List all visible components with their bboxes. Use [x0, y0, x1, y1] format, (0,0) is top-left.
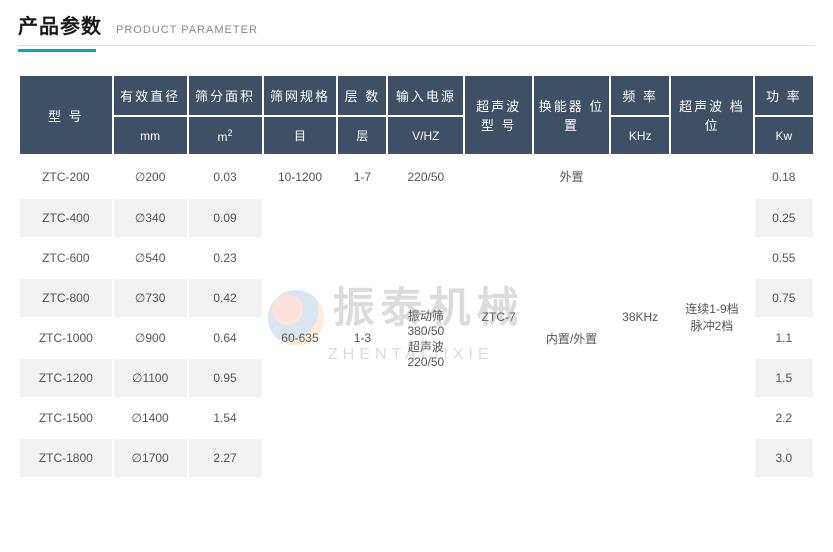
table-cell: ZTC-1000	[20, 319, 112, 357]
th-freq-unit: KHz	[611, 117, 669, 154]
table-cell: ∅1400	[114, 399, 187, 437]
table-cell: 0.23	[189, 239, 262, 277]
th-ultrasonic-gear: 超声波 档位	[671, 76, 752, 154]
parameter-table: 型 号 有效直径 筛分面积 筛网规格 层 数 输入电源 超声波 型 号 换能器 …	[18, 74, 815, 479]
table-cell: ZTC-1200	[20, 359, 112, 397]
th-mesh: 筛网规格	[264, 76, 337, 115]
table-cell: 2.27	[189, 439, 262, 477]
table-cell: ∅730	[114, 279, 187, 317]
th-area-unit: m2	[189, 117, 262, 154]
table-header-row-1: 型 号 有效直径 筛分面积 筛网规格 层 数 输入电源 超声波 型 号 换能器 …	[20, 76, 813, 115]
th-power-unit: Kw	[755, 117, 813, 154]
title-accent-bar	[18, 49, 96, 52]
th-freq: 频 率	[611, 76, 669, 115]
table-cell: 38KHz	[611, 156, 669, 477]
th-ultrasonic-model: 超声波 型 号	[465, 76, 532, 154]
table-cell: 1-3	[338, 199, 386, 477]
table-cell: ∅1700	[114, 439, 187, 477]
table-cell: 1.54	[189, 399, 262, 437]
table-cell: 连续1-9档脉冲2档	[671, 156, 752, 477]
table-cell: ∅1100	[114, 359, 187, 397]
table-cell: 0.64	[189, 319, 262, 357]
th-area: 筛分面积	[189, 76, 262, 115]
table-cell: 1.1	[755, 319, 813, 357]
table-cell: ∅200	[114, 156, 187, 197]
th-power-in: 输入电源	[388, 76, 463, 115]
table-cell: 220/50	[388, 156, 463, 197]
table-cell: 0.18	[755, 156, 813, 197]
table-cell: 2.2	[755, 399, 813, 437]
table-cell: 0.75	[755, 279, 813, 317]
table-cell: 3.0	[755, 439, 813, 477]
table-cell: 1-7	[338, 156, 386, 197]
table-cell: 0.25	[755, 199, 813, 237]
table-cell: ZTC-200	[20, 156, 112, 197]
table-cell: 0.55	[755, 239, 813, 277]
table-cell: ZTC-1500	[20, 399, 112, 437]
table-cell: 0.95	[189, 359, 262, 397]
th-transducer-pos: 换能器 位置	[534, 76, 609, 154]
table-cell: 0.09	[189, 199, 262, 237]
section-title-cn: 产品参数	[18, 10, 102, 39]
table-cell: ∅540	[114, 239, 187, 277]
table-cell: ZTC-7	[465, 156, 532, 477]
table-cell: ∅900	[114, 319, 187, 357]
table-cell: 振动筛380/50超声波220/50	[388, 199, 463, 477]
th-model: 型 号	[20, 76, 112, 154]
table-cell: 0.42	[189, 279, 262, 317]
table-cell: ZTC-800	[20, 279, 112, 317]
table-cell: ∅340	[114, 199, 187, 237]
table-cell: 60-635	[264, 199, 337, 477]
table-row: ZTC-200∅2000.0310-12001-7220/50ZTC-7外置38…	[20, 156, 813, 197]
table-cell: 10-1200	[264, 156, 337, 197]
table-cell: ZTC-1800	[20, 439, 112, 477]
table-cell: ZTC-400	[20, 199, 112, 237]
table-cell: 0.03	[189, 156, 262, 197]
th-layer-unit: 层	[338, 117, 386, 154]
table-cell: 1.5	[755, 359, 813, 397]
th-power-in-unit: V/HZ	[388, 117, 463, 154]
th-diameter: 有效直径	[114, 76, 187, 115]
th-diameter-unit: mm	[114, 117, 187, 154]
table-cell: ZTC-600	[20, 239, 112, 277]
th-layer: 层 数	[338, 76, 386, 115]
th-power: 功 率	[755, 76, 813, 115]
table-cell: 外置	[534, 156, 609, 197]
th-mesh-unit: 目	[264, 117, 337, 154]
section-title-en: PRODUCT PARAMETER	[116, 24, 258, 36]
table-cell: 内置/外置	[534, 199, 609, 477]
